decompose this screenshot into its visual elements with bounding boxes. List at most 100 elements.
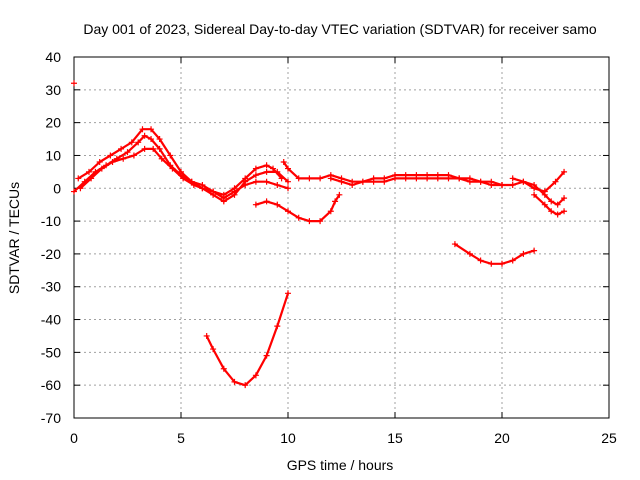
data-point (317, 218, 324, 225)
data-point (336, 191, 343, 198)
data-point (242, 175, 249, 182)
series-arc-10 (205, 292, 290, 387)
data-point (402, 175, 409, 182)
data-point (456, 175, 463, 182)
series-arc-11 (453, 243, 536, 265)
data-point (477, 178, 484, 185)
data-point (327, 175, 334, 182)
data-point (169, 165, 176, 172)
data-point (306, 175, 313, 182)
data-point (167, 152, 174, 159)
data-point (263, 198, 270, 205)
y-axis-label: SDTVAR / TECUs (6, 182, 22, 294)
data-point (541, 188, 548, 195)
data-point (370, 178, 377, 185)
data-point (285, 290, 291, 297)
data-point (509, 257, 516, 264)
data-point (220, 365, 227, 372)
data-point (178, 168, 184, 175)
data-point (263, 168, 270, 175)
data-point (531, 247, 538, 254)
y-tick-label: 20 (45, 115, 61, 131)
data-point (203, 332, 210, 339)
ticks (73, 56, 610, 419)
y-tick-label: -20 (41, 246, 61, 262)
data-point (285, 208, 291, 215)
x-tick-label: 25 (601, 430, 617, 446)
x-axis-label: GPS time / hours (287, 457, 394, 473)
data-point (150, 145, 157, 152)
data-point (190, 181, 197, 188)
x-tick-label: 10 (280, 430, 296, 446)
data-point (531, 191, 538, 198)
data-point (130, 152, 137, 159)
y-tick-label: 0 (53, 180, 61, 196)
data-point (561, 195, 568, 202)
data-point (118, 145, 125, 152)
data-point (295, 214, 302, 221)
data-point (280, 159, 287, 166)
data-point (77, 185, 84, 192)
y-tick-label: -40 (41, 312, 61, 328)
data-point (231, 378, 238, 385)
data-point (285, 185, 291, 192)
data-point (327, 208, 334, 215)
data-point (531, 185, 538, 192)
data-point (349, 181, 356, 188)
data-point (252, 201, 259, 208)
data-point (135, 139, 142, 146)
data-point (71, 80, 77, 87)
data-point (338, 178, 345, 185)
data-point (306, 218, 313, 225)
data-point (499, 181, 505, 188)
data-point (109, 159, 116, 166)
gridlines (74, 57, 609, 418)
x-tick-labels: 0 5 10 15 20 25 (70, 430, 617, 446)
data-point (88, 175, 95, 182)
y-tick-label: 40 (45, 49, 61, 65)
y-tick-label: -50 (41, 344, 61, 360)
data-point (451, 241, 458, 248)
data-point (252, 372, 259, 379)
data-point (561, 168, 568, 175)
data-point (424, 175, 431, 182)
data-point (488, 260, 495, 267)
data-point (541, 201, 548, 208)
data-point (141, 145, 148, 152)
series-arc-4 (282, 160, 504, 187)
data-point (128, 139, 135, 146)
data-point (285, 165, 291, 172)
chart-title: Day 001 of 2023, Sidereal Day-to-day VTE… (83, 21, 596, 37)
data-point (488, 181, 495, 188)
data-point (295, 175, 302, 182)
x-tick-label: 20 (494, 430, 510, 446)
data-point (392, 175, 398, 182)
data-point (263, 352, 270, 359)
data-point (520, 250, 527, 257)
data-point (210, 346, 217, 353)
data-point (252, 165, 259, 172)
data-point (270, 165, 277, 172)
data-point (445, 175, 452, 182)
data-point (554, 211, 561, 218)
data-point (75, 175, 82, 182)
data-point (156, 145, 163, 152)
data-point (274, 323, 281, 330)
data-point (554, 201, 561, 208)
series-arc-2 (77, 128, 290, 203)
data-point (561, 208, 568, 215)
data-point (413, 175, 420, 182)
y-tick-label: 30 (45, 82, 61, 98)
data-point (141, 132, 148, 139)
y-tick-label: -70 (41, 410, 61, 426)
data-point (158, 155, 165, 162)
data-point (509, 181, 516, 188)
data-point (274, 201, 281, 208)
data-point (285, 178, 291, 185)
data-point (180, 175, 187, 182)
data-point (96, 159, 103, 166)
data-point (499, 260, 505, 267)
data-point (332, 198, 339, 205)
y-tick-label: -60 (41, 377, 61, 393)
